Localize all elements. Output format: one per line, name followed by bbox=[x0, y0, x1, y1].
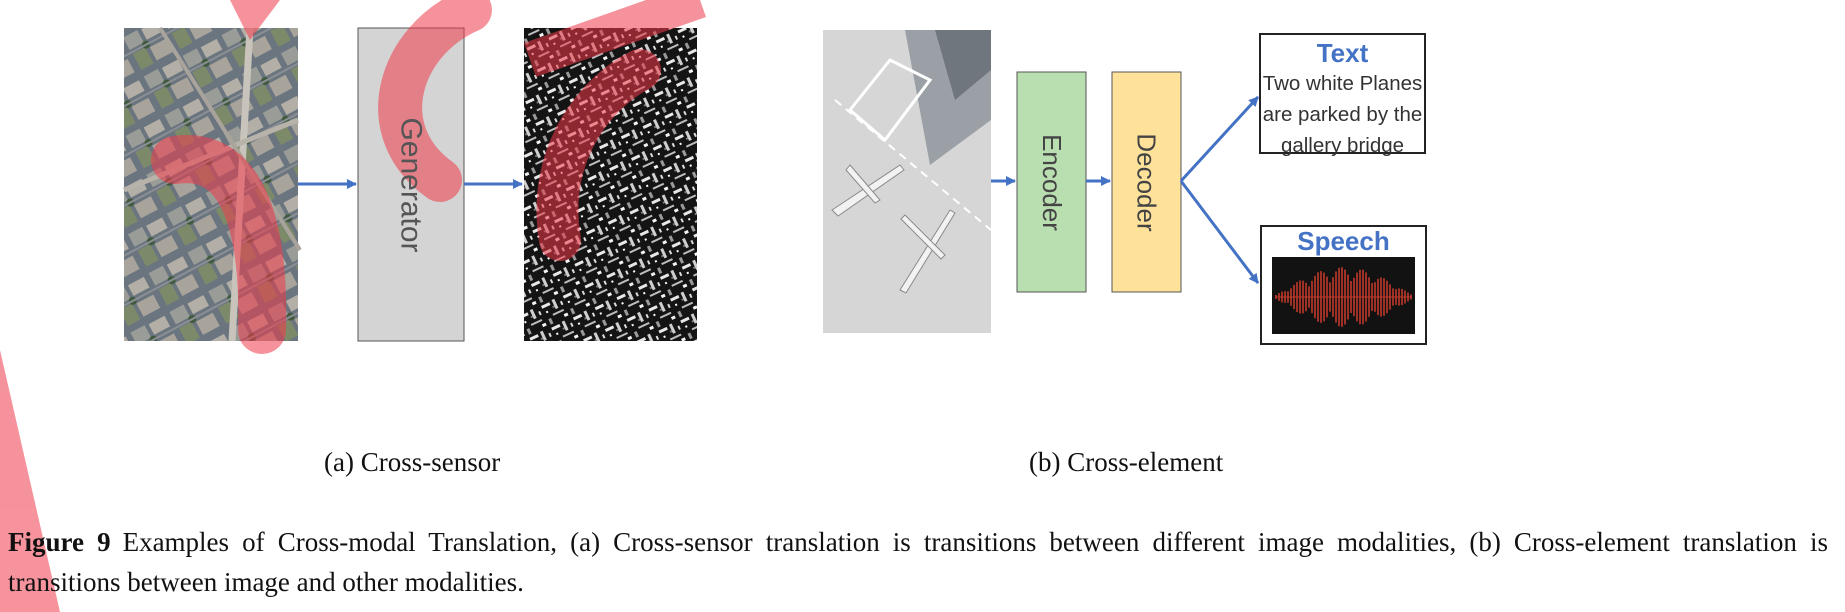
speech-waveform-icon bbox=[1272, 257, 1415, 334]
speech-waveform bbox=[1275, 267, 1412, 327]
caption-text: Examples of Cross-modal Translation, (a)… bbox=[8, 527, 1828, 597]
generator-label: Generator bbox=[395, 116, 429, 253]
speech-box-content: Speech bbox=[1261, 226, 1426, 256]
aerial-city-image bbox=[123, 26, 302, 342]
text-box-line: are parked by the bbox=[1262, 103, 1423, 126]
figure-caption: Figure 9 Examples of Cross-modal Translat… bbox=[8, 522, 1828, 602]
text-box-content: Text Two white Planes are parked by the … bbox=[1260, 34, 1425, 157]
text-box-line: Two white Planes bbox=[1262, 72, 1423, 95]
subcaption-a: (a) Cross-sensor bbox=[324, 447, 501, 477]
decoder-box bbox=[1111, 71, 1182, 293]
subcaption-b: (b) Cross-element bbox=[1029, 447, 1224, 477]
text-box-title: Text bbox=[1316, 38, 1369, 68]
arrow-decoder-to-speech bbox=[1179, 180, 1260, 284]
watermark bbox=[0, 0, 706, 612]
speech-box-title: Speech bbox=[1297, 226, 1390, 256]
decoder-label: Decoder bbox=[1132, 132, 1162, 232]
encoder-box bbox=[1016, 71, 1087, 293]
encoder-label: Encoder bbox=[1037, 133, 1067, 231]
caption-label: Figure 9 bbox=[8, 527, 111, 557]
airport-image bbox=[823, 30, 992, 333]
text-box-line: gallery bridge bbox=[1280, 134, 1405, 157]
arrow-decoder-to-text bbox=[1179, 95, 1260, 183]
text-box bbox=[1259, 33, 1426, 154]
